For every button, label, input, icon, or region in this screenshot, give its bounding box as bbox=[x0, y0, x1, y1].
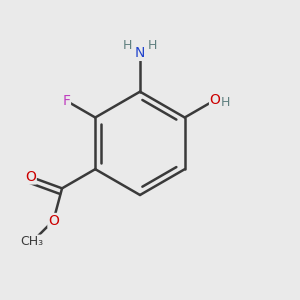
Text: H: H bbox=[123, 40, 132, 52]
Text: H: H bbox=[221, 96, 230, 109]
Text: H: H bbox=[148, 40, 158, 52]
Text: F: F bbox=[62, 94, 70, 108]
Text: O: O bbox=[48, 214, 59, 227]
Text: O: O bbox=[210, 93, 220, 107]
Text: N: N bbox=[135, 46, 145, 60]
Text: O: O bbox=[25, 170, 36, 184]
Text: CH₃: CH₃ bbox=[21, 235, 44, 248]
